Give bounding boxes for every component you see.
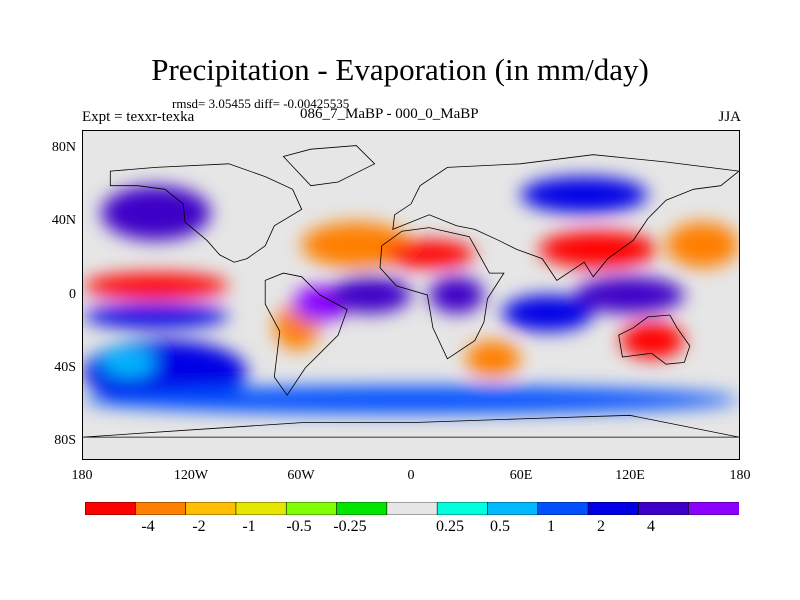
- cbar-label: 0.5: [490, 518, 510, 535]
- lon-label-60e: 60E: [509, 468, 533, 483]
- lat-label-80s: 80S: [54, 433, 76, 448]
- experiment-label: Expt = texxr-texka: [82, 109, 195, 125]
- coastline-2: [379, 227, 505, 360]
- lon-label-0: 0: [407, 468, 415, 483]
- colorbar-swatch: [537, 502, 589, 515]
- coastline-3: [392, 154, 739, 281]
- colorbar-swatch: [135, 502, 187, 515]
- coastline-5: [282, 145, 376, 187]
- field-tropical-atlantic-wet: [329, 276, 411, 314]
- field-australia-dry: [620, 322, 685, 359]
- colorbar: [85, 502, 739, 515]
- lon-label-180w: 180: [71, 468, 93, 483]
- colorbar-swatch: [285, 502, 338, 515]
- field-south-indian-ocean-dry: [465, 340, 521, 377]
- field-central-africa-wet: [429, 276, 484, 314]
- lon-label-180e: 180: [729, 468, 751, 483]
- lat-label-40s: 40S: [54, 360, 76, 375]
- field-north-asia-wet: [520, 176, 648, 213]
- colorbar-swatch: [688, 502, 739, 515]
- cbar-label: -0.25: [333, 518, 367, 535]
- cbar-label: 4: [647, 518, 655, 535]
- colorbar-swatch: [336, 502, 388, 515]
- cbar-label: 0.25: [436, 518, 464, 535]
- colorbar-swatch: [436, 502, 489, 515]
- colorbar-swatch: [235, 502, 288, 515]
- cbar-label: -2: [192, 518, 206, 535]
- colorbar-swatch: [386, 502, 438, 515]
- season-label: JJA: [718, 109, 741, 125]
- field-indian-ocean-wet: [502, 295, 594, 332]
- map-plot-area: [82, 130, 740, 460]
- field-west-pacific-dry: [666, 222, 739, 268]
- cbar-label: -1: [242, 518, 256, 535]
- field-southern-ocean-wet: [83, 386, 739, 414]
- coastline-1: [264, 272, 348, 396]
- field-north-atlantic-dry: [301, 222, 411, 268]
- coastline-4: [618, 314, 691, 365]
- lat-label-80n: 80N: [51, 140, 76, 155]
- lon-label-60w: 60W: [287, 468, 315, 483]
- case-label: 086_7_MaBP - 000_0_MaBP: [300, 106, 479, 122]
- lon-label-120w: 120W: [173, 468, 209, 483]
- field-sahara-dry: [383, 240, 475, 268]
- field-north-pacific-wet: [101, 185, 211, 241]
- colorbar-swatch: [638, 502, 690, 515]
- coastline-6: [83, 414, 739, 438]
- colorbar-swatch: [587, 502, 640, 515]
- colorbar-swatch: [185, 502, 237, 515]
- lon-label-120e: 120E: [615, 468, 645, 483]
- precip-heatmap: [83, 145, 739, 438]
- lat-label-0: 0: [69, 287, 76, 302]
- cbar-label: 2: [597, 518, 605, 535]
- colorbar-swatch: [487, 502, 539, 515]
- field-south-pacific-gyre: [101, 349, 156, 377]
- stats-text: rmsd= 3.05455 diff= -0.00425535: [172, 96, 350, 111]
- coastline-0: [109, 163, 303, 263]
- field-tropical-pacific-south-wet: [83, 304, 229, 328]
- field-india-china-dry: [538, 231, 657, 268]
- plot-title: Precipitation - Evaporation (in mm/day): [151, 52, 649, 87]
- lat-label-40n: 40N: [51, 213, 76, 228]
- colorbar-swatch: [85, 502, 137, 515]
- cbar-label: 1: [547, 518, 555, 535]
- field-tropical-pacific-east-dry: [83, 273, 229, 299]
- cbar-label: -4: [141, 518, 155, 535]
- field-maritime-continent-wet: [575, 276, 685, 314]
- cbar-label: -0.5: [286, 518, 312, 535]
